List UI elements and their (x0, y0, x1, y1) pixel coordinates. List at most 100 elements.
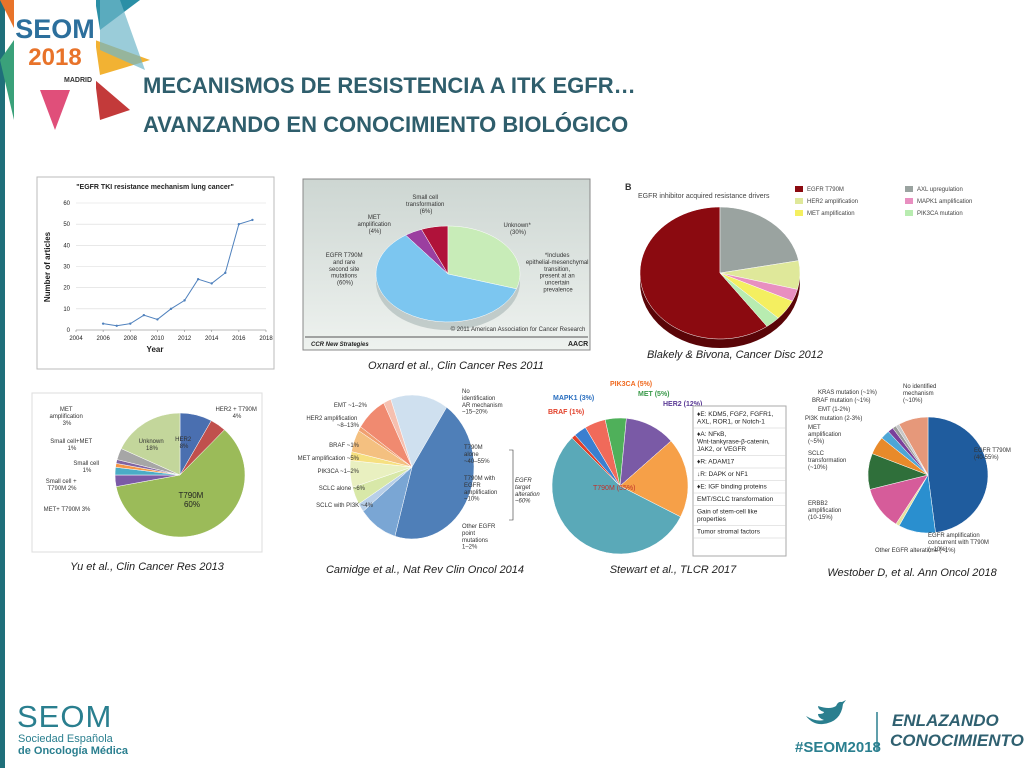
pie-label: MET amplification (~5%) (808, 425, 843, 445)
data-point (224, 271, 227, 275)
y-tick-label: 0 (67, 328, 71, 334)
pie-label: MAPK1 (3%) (553, 395, 594, 402)
pie-label: EGFR T790M (40-55%) (974, 448, 1013, 461)
figure: KRAS mutation (~1%) BRAF mutation (~1%) … (805, 384, 1013, 579)
pie-label: SCLC with PI3K ~4% (316, 503, 374, 509)
legend-swatch (905, 210, 913, 216)
x-tick-label: 2018 (259, 336, 273, 342)
slogan: CONOCIMIENTO (890, 731, 1024, 750)
footer-brand: SEOM (17, 699, 112, 734)
pie-slice (447, 225, 521, 290)
data-point (142, 313, 146, 317)
pie-label: EMT ~1–2% (334, 403, 368, 409)
list-item: ♦E: IGF binding proteins (697, 484, 768, 491)
y-tick-label: 40 (63, 243, 70, 249)
note: *Includes epithelial-mesenchymal transit… (526, 253, 590, 294)
pie-label: SCLC transformation (~10%) (808, 451, 848, 471)
pie-label: Other EGFR point mutations 1–2% (462, 524, 497, 551)
pie-slice (551, 437, 681, 555)
pie-label: HER2 + T790M 4% (215, 407, 258, 420)
data-point (156, 318, 159, 321)
figure: EMT ~1–2% HER2 amplification ~8–13% BRAF… (298, 389, 542, 576)
logo-city: MADRID (64, 77, 92, 84)
data-point (115, 324, 118, 327)
pie-label: Small cell transformation (6%) (406, 195, 446, 215)
pie-label: T790M alone ~40–55% (464, 445, 490, 465)
pie-label: SCLC alone ~6% (319, 486, 366, 492)
legend-swatch (905, 186, 913, 192)
caption: Oxnard et al., Clin Cancer Res 2011 (368, 360, 544, 372)
pie-label: Other EGFR alterations (~1%) (875, 548, 956, 554)
pie-slice (394, 406, 475, 540)
legend-swatch (795, 210, 803, 216)
list-item: Tumor stromal factors (697, 529, 761, 536)
x-tick-label: 2004 (69, 336, 83, 342)
list-item: ♦A: NFκB, Wnt-tankyrase-β-catenin, JAK2,… (697, 431, 772, 453)
pie-slice (383, 399, 413, 468)
legend-label: PIK3CA mutation (917, 211, 963, 217)
list-item: ↓R: DAPK or NF1 (697, 471, 748, 478)
legend-label: EGFR T790M (807, 187, 844, 193)
y-tick-label: 30 (63, 265, 70, 271)
x-tick-label: 2008 (124, 336, 138, 342)
data-point (251, 218, 254, 222)
logo-year: 2018 (28, 44, 81, 71)
hashtag: #SEOM2018 (795, 739, 881, 756)
pie-label: MET amplification 3% (49, 407, 84, 427)
pie-label: Small cell + T790M 2% (46, 479, 79, 492)
pie-label: PIK3CA (5%) (610, 381, 652, 388)
legend-label: HER2 amplification (807, 199, 858, 205)
caption: Stewart et al., TLCR 2017 (610, 564, 737, 576)
data-point (210, 282, 213, 285)
pie-label: KRAS mutation (~1%) (818, 390, 877, 396)
list-item: ♦R: ADAM17 (697, 459, 735, 466)
pie-label: EGFR T790M and rare second site mutation… (326, 253, 365, 287)
caption: Camidge et al., Nat Rev Clin Oncol 2014 (326, 564, 524, 576)
caption: Blakely & Bivona, Cancer Disc 2012 (647, 349, 823, 361)
pie-label: ERBB2 amplification (10-15%) (808, 501, 843, 521)
pie-slice (898, 416, 929, 476)
title: MECANISMOS DE RESISTENCIA A ITK EGFR… (143, 73, 636, 98)
pie-label: Unknown* (30%) (503, 223, 532, 236)
legend-label: MAPK1 amplification (917, 199, 972, 205)
pie-label: MET (5%) (638, 391, 670, 398)
x-axis-label: Year (147, 345, 164, 354)
footer-org: de Oncología Médica (18, 745, 129, 757)
pie-label: T790M with EGFR amplification ~10% (464, 476, 499, 503)
pie-slice (927, 416, 989, 533)
pie-label: PIK3CA ~1–2% (317, 469, 359, 475)
logo: SEOM 2018 MADRID (0, 0, 150, 130)
side-bar (0, 0, 5, 768)
footer-org: Sociedad Española (18, 733, 114, 745)
pie-slice (719, 206, 799, 274)
bracket-label: EGFR target alteration ~60% (515, 478, 541, 505)
chart-title: "EGFR TKI resistance mechanism lung canc… (76, 184, 234, 191)
twitter-icon (806, 700, 846, 725)
data-point (183, 299, 186, 302)
legend-label: MET amplification (807, 211, 855, 217)
data-point (101, 322, 105, 325)
data-point (237, 222, 241, 226)
panel-title: EGFR inhibitor acquired resistance drive… (638, 193, 770, 200)
pie-slice (390, 394, 447, 468)
line-chart: "EGFR TKI resistance mechanism lung canc… (36, 176, 275, 370)
pie-label: HER2 amplification ~8–13% (306, 416, 359, 429)
pie-label: Small cell 1% (73, 461, 100, 474)
figure: HER2 8% HER2 + T790M 4% MET amplificatio… (31, 392, 263, 573)
list-item: ♦E: KDM5, FGF2, FGFR1, AXL, ROR1, or Not… (697, 411, 775, 425)
publisher-logo: AACR (568, 341, 588, 348)
x-tick-label: 2006 (96, 336, 110, 342)
pie-label: BRAF ~1% (329, 443, 360, 449)
pie-label: HER2 8% (175, 437, 193, 450)
pie-label: Unknown 18% (139, 439, 166, 452)
data-point (129, 322, 132, 325)
pie-slice (375, 234, 517, 323)
pie-label: EMT (1-2%) (818, 407, 850, 413)
pie-label: Small cell+MET 1% (50, 439, 93, 452)
source: CCR New Strategies (311, 342, 369, 348)
x-tick-label: 2012 (178, 336, 192, 342)
list-item: Gain of stem-cell like properties (697, 509, 759, 523)
caption: Westober D, et al. Ann Oncol 2018 (827, 567, 997, 579)
pie-label: EGFR amplification concurrent with T790M… (928, 533, 991, 553)
